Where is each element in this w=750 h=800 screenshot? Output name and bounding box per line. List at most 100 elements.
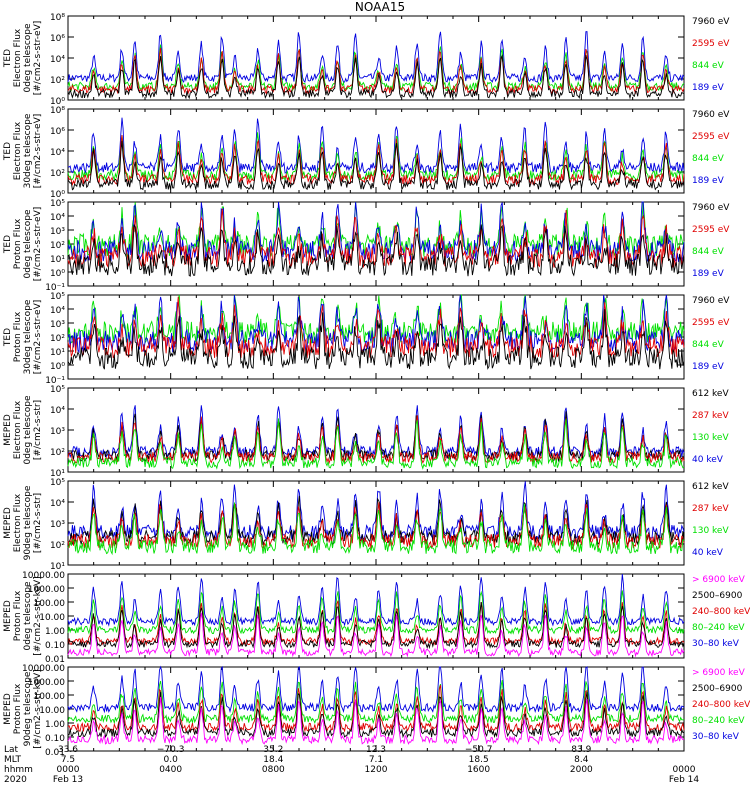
legend-entry: 80–240 keV [692,716,745,726]
x-tick-hhmm: 1600 [467,765,490,775]
panel-1: 10⁰ 10² 10⁴ 10⁶ 10⁸ TEDElectron Flux0deg tele… [3,13,730,107]
panel-3: 10⁻¹ 10⁰ 10¹ 10² 10³ 10⁴ 10⁵ TEDProton Flux0deg… [3,199,730,293]
y-tick-label: 0.10 [45,734,65,744]
legend-entry: 844 eV [692,154,725,164]
y-axis-label-line: MEPED [3,693,13,725]
y-axis-label-line: MEPED [3,600,13,632]
legend-entry: 240–800 keV [692,607,750,617]
y-tick-label: 10² [50,241,65,251]
y-axis-label-line: 30deg telescope [23,113,33,188]
plot-title: NOAA15 [355,0,405,14]
y-tick-label: 10² [50,76,65,86]
legend-entry: 2595 eV [692,39,730,49]
y-axis-label-line: 0deg telescope [23,581,33,651]
y-tick-label: 10² [50,541,65,551]
x-tick-hhmm: 0800 [262,765,285,775]
series-green [67,502,685,556]
y-axis-label: TEDElectron Flux30deg telescope[#/cm2-s-… [3,113,43,188]
y-tick-label: 10⁸ [50,13,65,23]
x-tick-lat: 83.9 [571,745,591,755]
legend-entry: 7960 eV [692,110,730,120]
series-blue [67,294,685,354]
y-tick-label: 10¹ [50,469,65,479]
y-tick-label: 10⁵ [50,478,65,488]
series-green [67,590,685,635]
y-axis-label-line: [#/cm2-s-str-keV] [33,669,43,748]
x-tick-hhmm: 0000 [673,765,696,775]
y-tick-label: 10⁻¹ [45,283,65,293]
legend-entry: 189 eV [692,269,725,279]
y-axis-label-line: Proton Flux [13,590,23,641]
y-tick-label: 10³ [50,227,65,237]
series-black [67,309,685,370]
x-tick-lat: 12.3 [366,745,386,755]
y-tick-label: 10¹ [50,255,65,265]
y-axis-label-line: MEPED [3,507,13,539]
y-axis-label-line: 90deg telescope [23,485,33,560]
panel-6: 10¹ 10² 10³ 10⁴ 10⁵ MEPEDElectron Flux90deg t… [3,478,729,572]
series-black [67,224,685,277]
y-tick-label: 10.00 [39,613,65,623]
x-tick-date: Feb 13 [53,775,83,785]
panel-2: 10⁰ 10² 10⁴ 10⁶ 10⁸ TEDElectron Flux30deg tel… [3,106,730,200]
series-magenta [67,612,685,658]
y-axis-label-line: TED [3,142,13,161]
series-black [67,601,685,650]
y-axis-label-line: TED [3,49,13,68]
legend-entry: 2595 eV [692,318,730,328]
series-blue [67,31,685,84]
legend-entry: 7960 eV [692,296,730,306]
y-axis-label-line: MEPED [3,414,13,446]
legend-entry: 240–800 keV [692,700,750,710]
y-tick-label: 10² [50,334,65,344]
y-axis-label: TEDProton Flux0deg telescope[#/cm2-s-str… [3,207,43,282]
y-axis-label-line: 0deg telescope [23,209,33,279]
legend-entry: 40 keV [692,455,724,465]
series-green [67,680,685,725]
legend-entry: 40 keV [692,548,724,558]
series-green [67,201,685,257]
legend-entry: 2595 eV [692,132,730,142]
y-axis-label-line: [#/cm2-s-str-eV] [33,114,43,189]
y-tick-label: 10³ [50,427,65,437]
panel-8: 0.010.101.0010.00100.001000.0010000.00ME… [3,664,750,758]
legend-entry: 189 eV [692,362,725,372]
legend-entry: 7960 eV [692,203,730,213]
y-tick-label: 10⁵ [50,292,65,302]
legend-entry: 130 keV [692,433,729,443]
y-tick-label: 1000.00 [28,678,65,688]
y-tick-label: 10⁴ [50,55,65,65]
y-tick-label: 10⁶ [50,34,65,44]
y-tick-label: 1.00 [45,627,65,637]
x-tick-lat: 35.2 [263,745,283,755]
y-tick-label: 10⁴ [50,148,65,158]
y-tick-label: 10³ [50,320,65,330]
x-tick-lat: −50.7 [465,745,493,755]
series-blue [67,405,685,459]
legend-entry: 130 keV [692,526,729,536]
y-axis-label: MEPEDProton Flux90deg telescope[#/cm2-s-… [3,669,43,748]
series-red [67,135,685,187]
y-tick-label: 1.00 [45,720,65,730]
y-axis-label-line: 0deg telescope [23,23,33,93]
legend-entry: 2595 eV [692,225,730,235]
legend-entry: 287 keV [692,411,729,421]
series-red [67,208,685,269]
y-tick-label: 10³ [50,520,65,530]
y-axis-label-line: [#/cm2-s-str-keV] [33,576,43,655]
series-blue [67,573,685,627]
legend-entry: 80–240 keV [692,623,745,633]
x-tick-mlt: 18.5 [469,755,489,765]
y-tick-label: 10² [50,169,65,179]
x-tick-mlt: 0.0 [164,755,179,765]
legend-entry: 189 eV [692,83,725,93]
legend-entry: 844 eV [692,340,725,350]
y-tick-label: 10² [50,448,65,458]
y-axis-label-line: 30deg telescope [23,299,33,374]
series-red [67,502,685,550]
y-tick-label: 10⁰ [50,269,65,279]
y-tick-label: 100.00 [34,599,66,609]
y-axis-label-line: TED [3,235,13,254]
x-tick-hhmm: 1200 [365,765,388,775]
